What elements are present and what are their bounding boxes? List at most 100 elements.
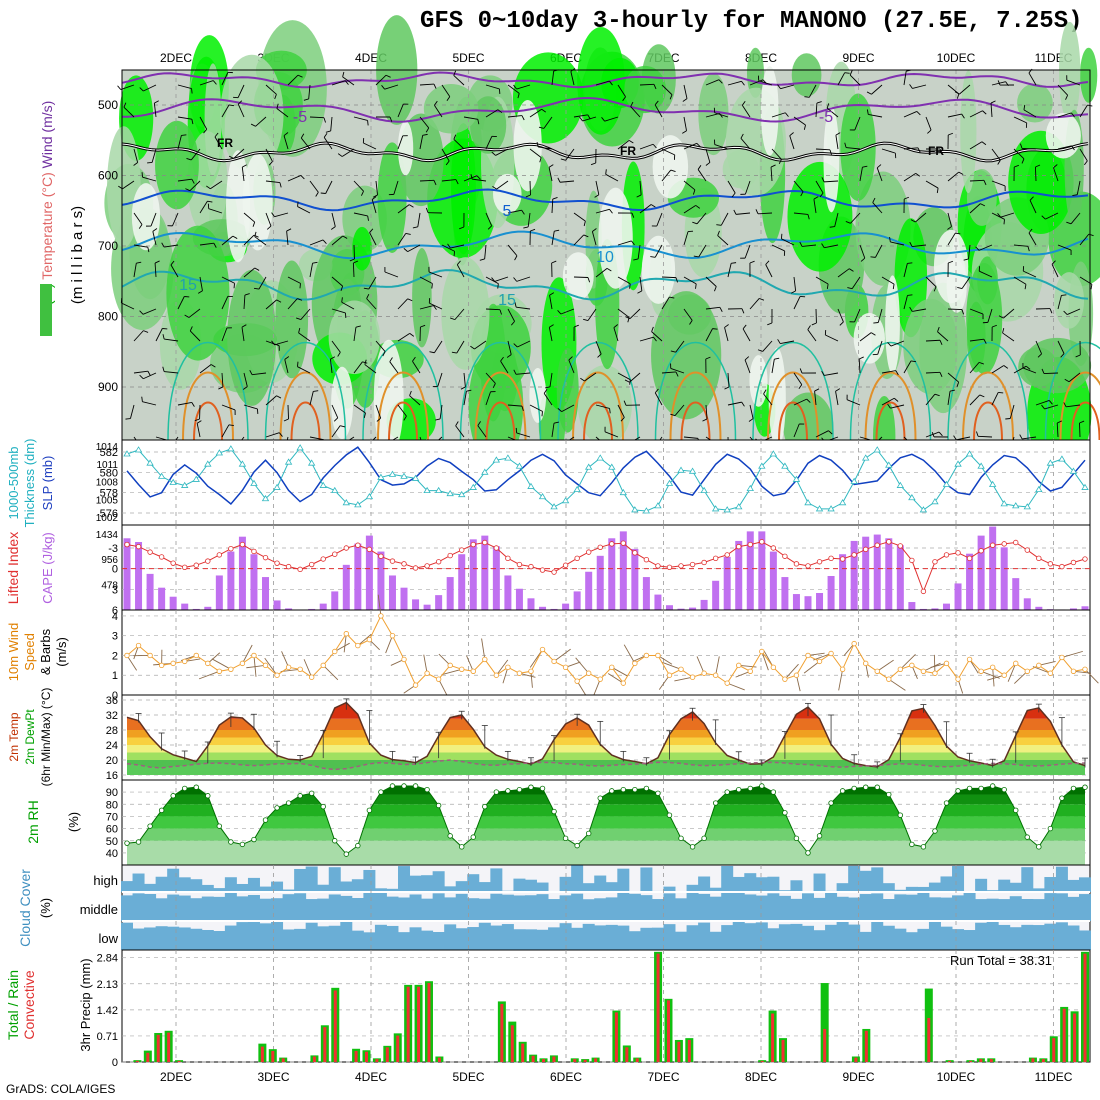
rh-line-marker xyxy=(1070,785,1077,792)
wind-barb xyxy=(697,169,707,182)
wind-barb-flag xyxy=(431,283,433,289)
thickness-line-marker xyxy=(354,501,362,508)
li-ylabel: Lifted Index xyxy=(5,532,21,604)
precip-convective-bar xyxy=(406,986,410,1062)
wind-barb xyxy=(683,84,688,99)
cloud-bar xyxy=(1021,867,1034,892)
wind-speed-line-marker xyxy=(1047,670,1054,676)
wind-barb xyxy=(300,137,311,150)
thickness-line-marker xyxy=(838,499,847,506)
wind-barb xyxy=(529,404,543,412)
rh-line-marker xyxy=(793,835,800,842)
wind-barb-flag xyxy=(963,258,969,261)
wind-barb xyxy=(276,108,289,118)
wind-barb xyxy=(683,205,697,214)
wind-barb xyxy=(538,146,553,150)
wind-barb xyxy=(419,83,434,86)
wind-barb-flag xyxy=(425,207,429,213)
wind-barb-flag xyxy=(523,226,529,229)
wind-barb xyxy=(133,370,148,374)
precip-convective-bar xyxy=(583,1059,587,1062)
cloud-bar xyxy=(478,882,491,892)
thickness-ylabel: Thickness (dm) xyxy=(22,439,37,528)
wind-barb xyxy=(472,178,487,182)
wind-speed-line-marker xyxy=(447,662,453,669)
rh-shading xyxy=(787,161,853,272)
lifted-index-line-marker xyxy=(574,555,580,562)
wind-barb xyxy=(375,340,386,352)
pressure-tick-label: 900 xyxy=(98,380,118,394)
wind-barb-flag xyxy=(791,290,796,294)
wind-barb-flag xyxy=(420,324,426,328)
rh-line-marker xyxy=(274,805,280,811)
wind-barb xyxy=(784,663,799,680)
cloud-bar xyxy=(975,878,988,892)
lifted-index-line-marker xyxy=(701,559,707,566)
lifted-index-line-marker xyxy=(539,567,546,573)
cloud-bar xyxy=(1021,899,1034,921)
wind-barb-flag xyxy=(530,228,536,232)
wind-barb xyxy=(793,212,808,215)
wind-barb xyxy=(375,74,387,86)
cloud-bar xyxy=(409,894,422,921)
wind-speed-line-marker xyxy=(770,664,777,671)
wind-barb xyxy=(1022,367,1037,374)
wind-barb-flag xyxy=(573,324,579,328)
wind-barb xyxy=(142,176,157,182)
freezing-level-contour-inner xyxy=(121,142,1089,162)
wind-barb-flag xyxy=(670,169,676,173)
wind-barb xyxy=(872,202,883,214)
wind-barb-flag xyxy=(828,430,833,435)
wind-barb xyxy=(604,431,619,438)
rh-line-marker xyxy=(1024,834,1030,840)
cloud-level-label: low xyxy=(98,931,118,946)
wind-barb xyxy=(353,180,364,192)
wind-speed-line-marker xyxy=(135,642,142,649)
wind-barb xyxy=(122,180,135,190)
precip-convective-bar xyxy=(1041,1059,1045,1062)
wind-barb xyxy=(519,672,536,678)
thickness-line-marker xyxy=(515,462,524,469)
cloud-bar xyxy=(305,922,318,950)
cloud-bar xyxy=(651,899,664,921)
cape-bar xyxy=(908,602,916,610)
wind-barb xyxy=(1045,212,1059,220)
rh-line-marker xyxy=(574,842,580,849)
cape-bar xyxy=(238,536,246,610)
temp-contour-warm xyxy=(962,371,1014,441)
cloud-bar xyxy=(490,925,503,950)
lifted-index-line-marker xyxy=(470,541,476,548)
cape-bar xyxy=(665,605,673,610)
wind-barb-flag xyxy=(1071,112,1075,118)
wind-barb xyxy=(881,276,895,285)
cape-bar xyxy=(227,551,235,610)
wind-barb-flag xyxy=(491,151,496,156)
wind-barb-flag xyxy=(170,260,175,266)
lifted-index-line-marker xyxy=(920,588,927,595)
wind-barb-flag xyxy=(826,103,830,109)
rh-line-marker xyxy=(816,833,823,839)
wind-barb-flag xyxy=(956,93,960,99)
wind-speed-line-marker xyxy=(332,648,338,655)
wind-barb xyxy=(507,244,518,257)
wind-barb-flag xyxy=(1048,400,1053,405)
slp-line xyxy=(126,446,1086,506)
cloud-bar xyxy=(513,895,526,921)
wind-speed-line-marker xyxy=(412,682,419,688)
cloud-bar xyxy=(755,922,768,950)
wind-barb xyxy=(243,372,248,387)
wind-barb xyxy=(683,308,693,321)
wind-barb-flag xyxy=(133,162,138,166)
wind-barb xyxy=(947,372,959,383)
wind-barb xyxy=(428,271,443,278)
wind-barb xyxy=(881,148,896,154)
wind-barb xyxy=(1032,666,1051,674)
cape-bar xyxy=(631,548,639,610)
wind-barb-flag xyxy=(939,372,943,378)
rh-shading xyxy=(651,291,722,420)
rh-line-marker xyxy=(228,839,234,845)
wind-barb-flag xyxy=(1041,404,1045,410)
cloud-bar xyxy=(905,932,918,950)
wind-barb xyxy=(744,359,751,374)
cloud-bar xyxy=(1079,930,1091,950)
